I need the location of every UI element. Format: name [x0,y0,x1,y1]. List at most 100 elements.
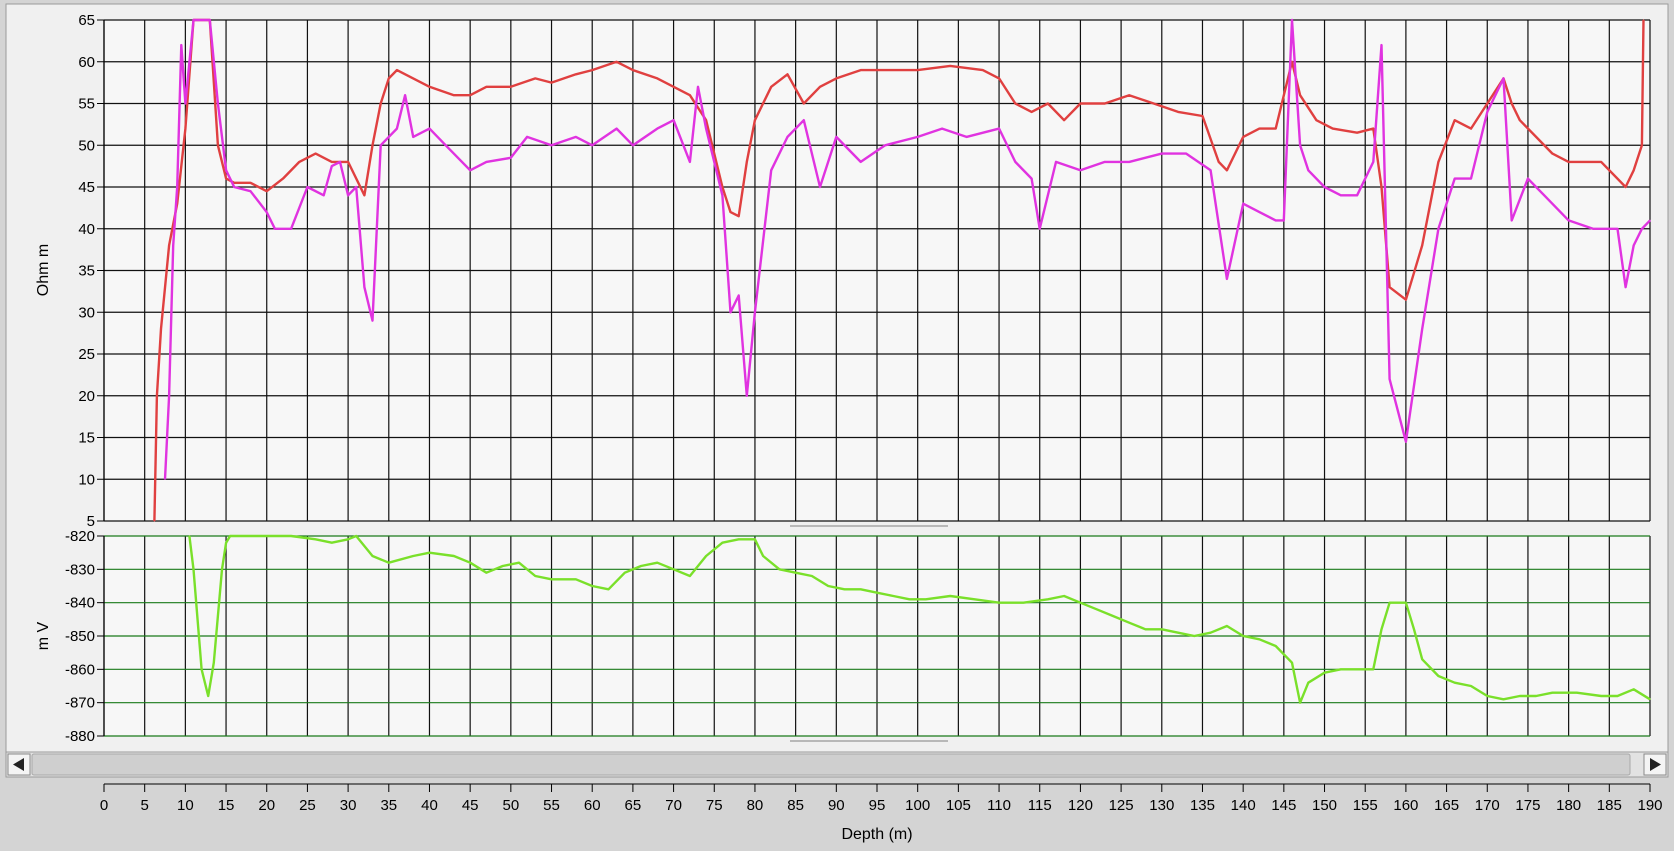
y-tick-label: -870 [65,695,95,712]
x-tick-label: 5 [141,797,149,814]
x-tick-label: 140 [1231,797,1256,814]
scrollbar-thumb[interactable] [31,753,1631,776]
data-point [738,294,740,297]
data-point [510,157,512,159]
scroll-left-button[interactable] [7,753,31,776]
x-tick-label: 130 [1149,797,1174,814]
data-point [616,128,618,130]
scroll-right-button[interactable] [1643,753,1667,776]
data-point [1242,203,1244,205]
data-point [388,136,390,138]
data-point [1161,153,1163,155]
y-tick-label: 5 [87,513,95,530]
data-point [201,668,203,670]
data-point [315,538,317,540]
data-point [697,86,699,88]
data-point [363,194,365,196]
data-point [607,588,610,590]
data-point [1323,672,1326,674]
data-point [1421,658,1423,660]
data-point [1372,668,1374,670]
data-point [1405,441,1407,443]
data-point [795,572,797,574]
data-point [217,102,219,105]
data-point [380,102,382,105]
data-point [469,94,471,96]
data-point [1600,161,1602,163]
data-point [502,565,504,567]
data-point [827,585,829,587]
data-point [860,588,862,590]
data-point [876,592,878,594]
data-point [624,572,626,574]
data-point [1031,178,1033,180]
data-point [803,102,805,105]
data-point [884,144,886,146]
data-point [884,69,886,71]
data-point [1568,219,1570,221]
data-point [1405,602,1407,604]
x-tick-label: 55 [543,797,560,814]
data-point [168,395,170,397]
x-tick-label: 155 [1353,797,1378,814]
y-tick-label: -830 [65,561,95,578]
data-point [1511,219,1513,221]
data-point [184,128,186,130]
data-point [1144,628,1147,630]
data-point [1063,119,1065,121]
data-point [925,598,927,600]
data-point [1315,119,1317,121]
data-point [786,73,789,75]
data-point [1535,695,1537,697]
data-point [591,585,593,587]
sp-series [188,534,1651,704]
data-point [974,598,976,600]
data-point [729,211,732,213]
x-tick-label: 160 [1393,797,1418,814]
x-tick-label: 0 [100,797,108,814]
data-point [1161,628,1163,630]
data-point [1535,136,1537,138]
y-tick-label: -860 [65,661,95,678]
x-tick-label: 150 [1312,797,1337,814]
x-tick-label: 165 [1434,797,1459,814]
data-point [396,69,398,71]
data-point [1389,602,1391,604]
y-tick-label: 60 [78,54,95,71]
data-point [1153,102,1155,105]
data-point [1079,102,1081,105]
data-point [323,194,325,196]
data-point [266,211,268,213]
x-tick-label: 60 [584,797,601,814]
data-point [180,44,182,46]
data-point [1112,615,1114,617]
data-point [1641,228,1643,230]
data-point [469,562,471,564]
data-point [941,128,943,130]
data-point [673,568,675,570]
data-point [412,77,414,79]
y-tick-label: -880 [65,728,95,745]
data-point [1372,161,1374,163]
data-point [1502,77,1505,79]
data-point [1039,228,1041,230]
data-point [249,182,252,184]
data-point [1642,19,1645,21]
data-point [892,595,894,597]
data-point [550,144,553,146]
data-point [1649,219,1651,221]
data-point [1226,278,1228,280]
data-point [689,161,691,163]
data-point [982,69,984,71]
data-point [298,161,300,163]
x-tick-label: 175 [1515,797,1540,814]
x-tick-label: 45 [462,797,479,814]
data-point [201,19,203,21]
data-point [1307,682,1309,684]
data-point [656,562,658,564]
x-tick-label: 10 [177,797,194,814]
data-point [1332,128,1334,130]
data-point [209,19,211,21]
data-point [1389,286,1391,288]
data-point [1625,286,1627,288]
